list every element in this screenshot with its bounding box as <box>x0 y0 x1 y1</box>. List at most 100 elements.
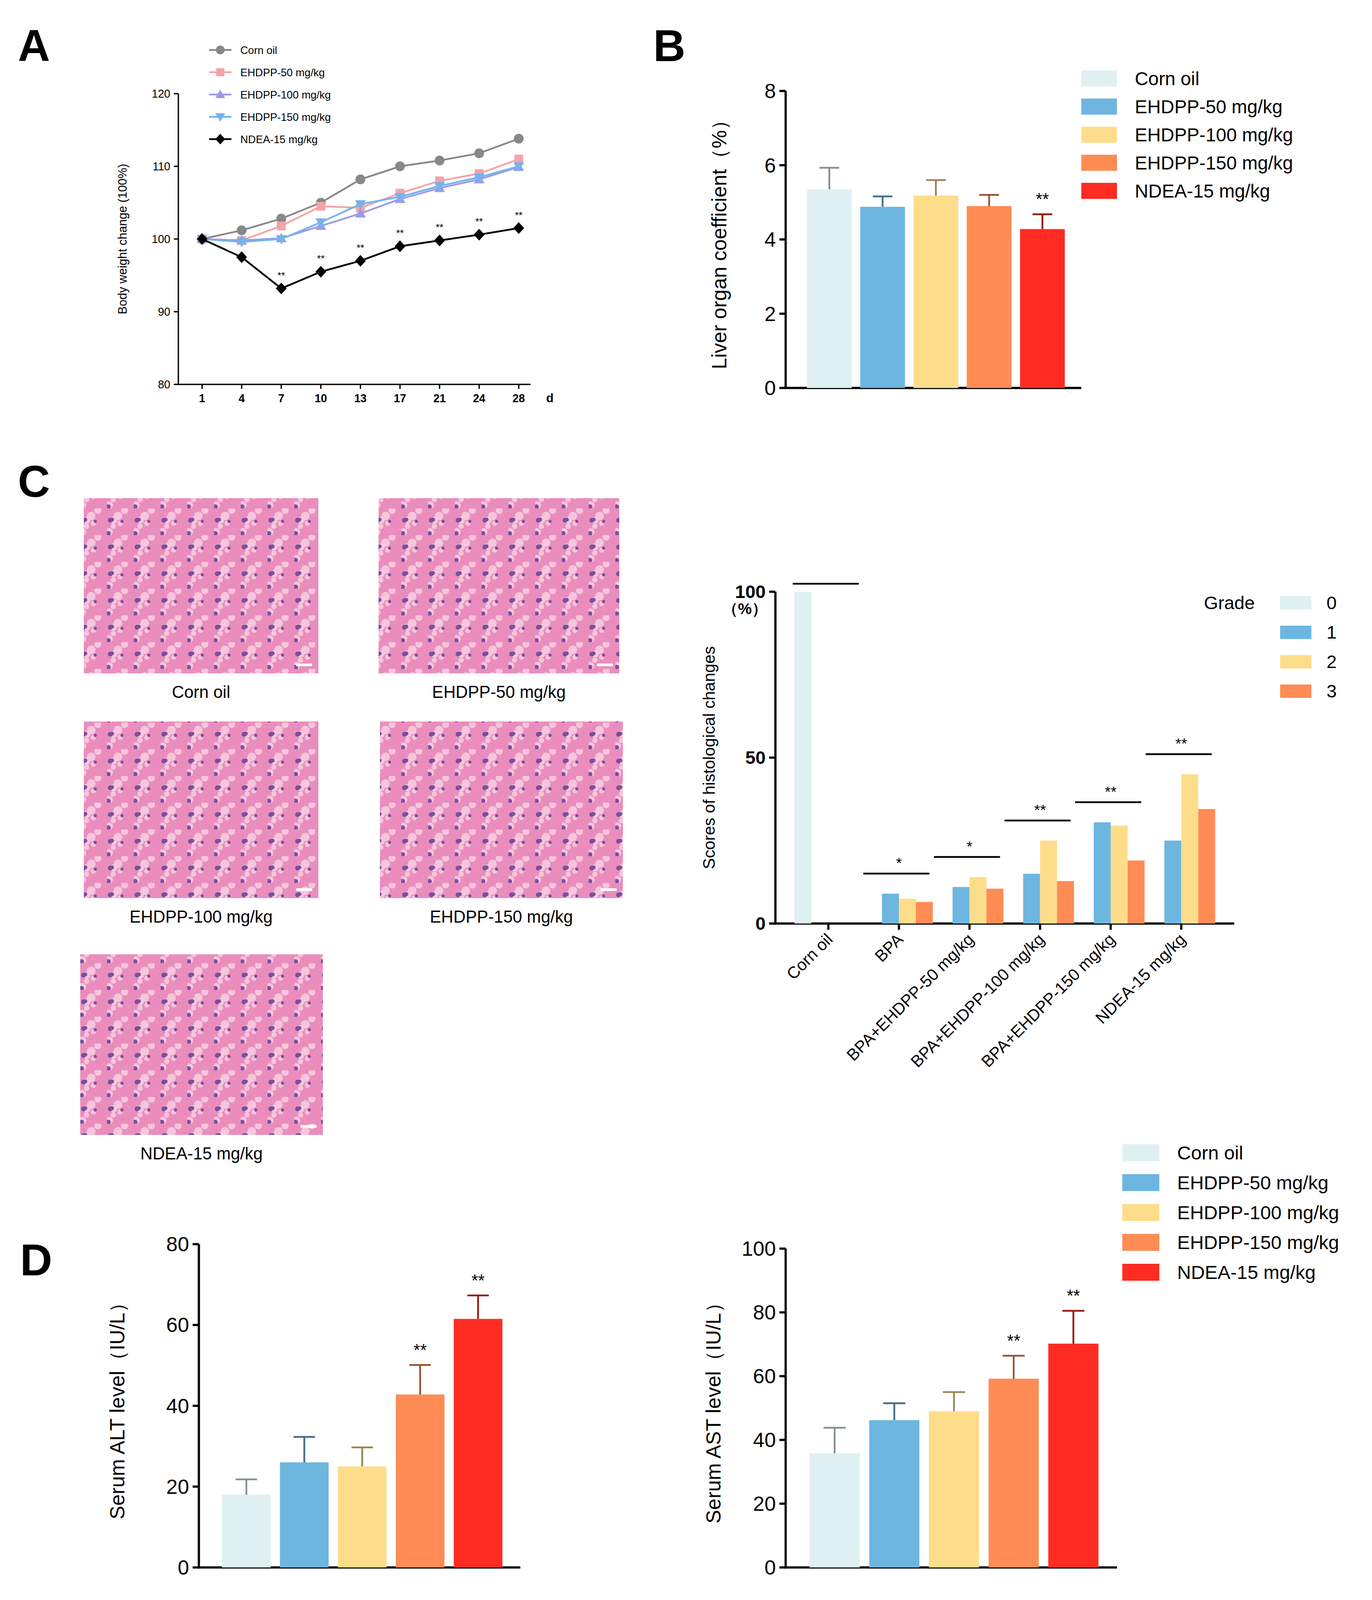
error-bar <box>293 1436 315 1463</box>
marker <box>513 222 524 234</box>
bar <box>1164 840 1182 924</box>
x-tick <box>399 384 401 389</box>
bar <box>1198 808 1216 924</box>
significance: * <box>966 837 973 855</box>
x-tick-label: 10 <box>314 391 328 405</box>
error-bar <box>235 1479 258 1495</box>
y-tick-label: 20 <box>753 1491 776 1516</box>
bar <box>337 1466 387 1568</box>
y-tick <box>769 590 776 594</box>
y-tick-label: 60 <box>753 1364 776 1388</box>
bar <box>1127 860 1145 924</box>
error-bar <box>1032 214 1053 229</box>
bar <box>969 877 987 924</box>
legend-label: EHDPP-100 mg/kg <box>240 88 331 101</box>
y-tick <box>173 383 179 386</box>
y-tick-label: 40 <box>753 1428 776 1452</box>
y-tick-label: 80 <box>166 1232 190 1256</box>
x-tick-label: 28 <box>512 391 525 405</box>
x-axis-line <box>177 383 532 386</box>
error-bar <box>409 1364 431 1395</box>
bar <box>986 888 1004 924</box>
bar <box>1023 873 1041 924</box>
bar <box>898 898 916 924</box>
y-tick <box>173 311 179 313</box>
y-tick-label: 50 <box>745 747 766 768</box>
y-tick <box>779 164 786 167</box>
x-tick-label: NDEA-15 mg/kg <box>1091 930 1190 1028</box>
legend-swatch <box>1122 1174 1160 1191</box>
bar <box>222 1494 271 1568</box>
marker <box>276 234 287 245</box>
error-bar <box>872 196 893 207</box>
legend-swatch <box>1081 182 1117 199</box>
marker <box>316 201 326 211</box>
histology-image <box>83 498 319 674</box>
legend-swatch <box>1280 596 1312 610</box>
bar <box>1020 229 1065 388</box>
panel-letter: C <box>17 456 50 507</box>
y-tick-label: 80 <box>753 1300 776 1324</box>
marker <box>354 208 366 218</box>
legend-swatch <box>1122 1263 1160 1281</box>
significance-bracket <box>1075 801 1142 804</box>
bar <box>1093 822 1111 924</box>
bar <box>865 923 882 924</box>
y-tick <box>769 922 776 925</box>
significance-bracket <box>934 856 1001 858</box>
legend-label: NDEA-15 mg/kg <box>240 133 318 146</box>
y-tick-label: 0 <box>764 1555 776 1579</box>
x-tick-label: 13 <box>354 391 367 405</box>
y-tick <box>192 1485 199 1488</box>
y-tick <box>779 1438 786 1442</box>
significance: ** <box>413 1340 427 1360</box>
error-bar <box>943 1392 965 1412</box>
significance: ** <box>475 215 484 227</box>
annotation: （%） <box>722 599 768 618</box>
x-tick-label: 21 <box>433 391 446 405</box>
x-tick <box>827 923 830 930</box>
y-tick <box>779 1566 786 1569</box>
panel-letter: A <box>17 20 50 71</box>
plot-marks <box>807 167 1065 388</box>
y-axis-line <box>784 1248 787 1568</box>
x-tick-label: BPA <box>871 929 907 966</box>
x-axis-title: d <box>546 391 554 405</box>
plot-marks <box>222 1295 503 1568</box>
marker <box>215 45 225 55</box>
significance: ** <box>1007 1331 1021 1351</box>
significance: ** <box>471 1271 485 1290</box>
legend-label: NDEA-15 mg/kg <box>1134 180 1270 202</box>
y-tick-label: 100 <box>741 1236 776 1261</box>
marker <box>513 133 524 144</box>
significance: ** <box>1175 734 1187 752</box>
y-tick-label: 0 <box>755 913 766 934</box>
image-caption: EHDPP-50 mg/kg <box>432 682 566 702</box>
significance: ** <box>356 242 365 254</box>
marker <box>354 200 366 210</box>
bar <box>828 923 846 924</box>
x-tick-label: 17 <box>393 391 407 405</box>
marker <box>474 148 485 159</box>
bar <box>1110 825 1128 924</box>
y-tick <box>779 1375 786 1378</box>
error-bar <box>926 180 946 196</box>
scale-bar <box>600 888 617 891</box>
x-tick-label: Corn oil <box>782 930 837 984</box>
marker <box>434 181 445 192</box>
legend-swatch <box>1081 126 1117 143</box>
y-tick <box>192 1243 199 1246</box>
y-tick-label: 8 <box>764 79 776 103</box>
figure: 8090100110120Body weight change (100%)A1… <box>0 0 1372 1600</box>
y-tick <box>779 312 786 315</box>
legend-swatch <box>1280 684 1312 698</box>
bar <box>952 886 970 924</box>
scale-bar <box>296 663 313 667</box>
marker <box>354 255 366 267</box>
bar <box>1040 840 1058 924</box>
legend-label: 1 <box>1326 622 1337 643</box>
bar <box>845 923 863 924</box>
marker <box>276 221 286 231</box>
y-tick-label: 100 <box>735 581 766 602</box>
x-tick-label: 7 <box>278 391 285 405</box>
